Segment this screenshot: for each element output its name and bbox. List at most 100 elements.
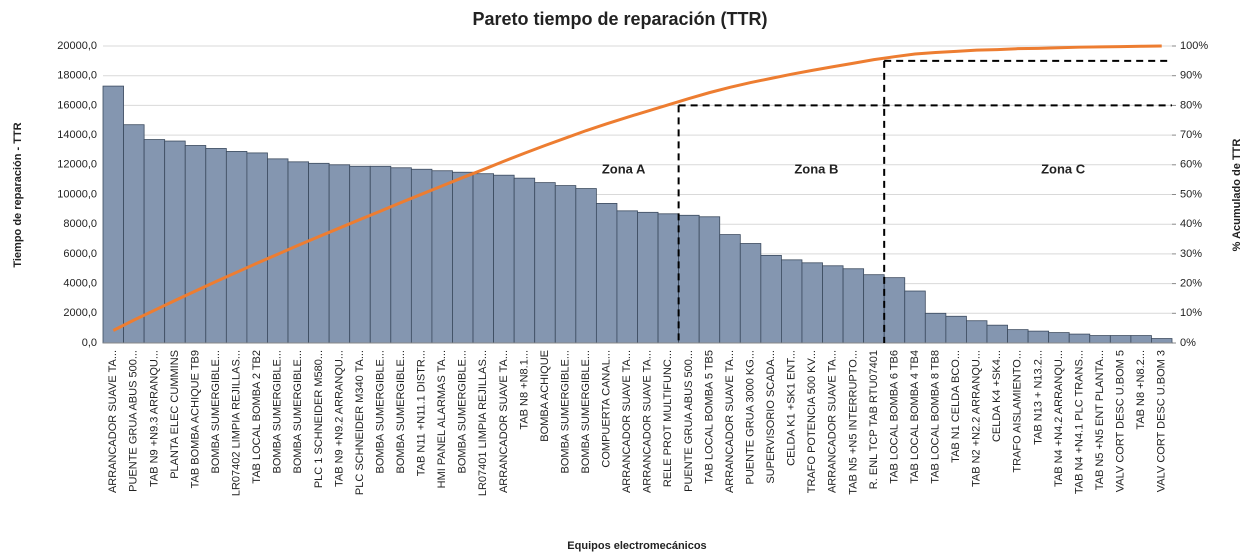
x-tick-label: TAB N5 +N5 INTERRUPTO...	[847, 350, 859, 495]
bar	[698, 216, 721, 344]
x-tick-label: TAB N4 +N4.2 ARRANQU...	[1053, 350, 1065, 487]
x-tick-label: LR07402 LIMPIA REJILLAS...	[231, 350, 243, 496]
bar	[349, 165, 371, 344]
x-tick-label: VALV CORT DESC U.BOM 3	[1156, 350, 1168, 492]
y2-tick-label: 60%	[1180, 159, 1202, 171]
y-tick-label: 8000,0	[63, 218, 97, 230]
bar	[431, 170, 453, 344]
bar	[801, 262, 823, 344]
x-tick-label: TAB LOCAL BOMBA 8 TB8	[929, 350, 941, 484]
x-tick-label: RELE PROT MULTIFUNC...	[662, 350, 674, 487]
x-tick-label: PUENTE GRUA ABUS 500...	[683, 350, 695, 492]
x-tick-label: R. ENL TCP TAB RTU07401	[868, 350, 880, 489]
x-tick-label: HMI PANEL ALARMAS TA...	[436, 350, 448, 488]
bar	[308, 162, 330, 344]
bar	[328, 164, 351, 344]
x-tick-label: ARRANCADOR SUAVE TA...	[642, 350, 654, 493]
y-tick-label: 10000,0	[57, 188, 97, 200]
bar	[493, 174, 515, 344]
bar	[883, 277, 906, 344]
x-tick-label: BOMBA ACHIQUE	[539, 350, 551, 442]
bar	[657, 213, 680, 344]
x-tick-label: SUPERVISORIO SCADA...	[765, 350, 777, 484]
bar	[472, 173, 494, 344]
x-tick-label: TAB N4 +N4.1 PLC TRANS...	[1073, 350, 1085, 494]
bar	[904, 290, 926, 344]
x-tick-label: ARRANCADOR SUAVE TA...	[724, 350, 736, 493]
bar	[760, 254, 782, 344]
x-tick-label: ARRANCADOR SUAVE TA...	[107, 350, 119, 493]
x-tick-label: LR07401 LIMPIA REJILLAS...	[477, 350, 489, 496]
zone-label: Zona C	[1041, 161, 1086, 176]
x-tick-label: TAB N8 +N8.1...	[518, 350, 530, 430]
y2-tick-label: 10%	[1180, 307, 1202, 319]
x-tick-label: TAB LOCAL BOMBA 6 TB6	[888, 350, 900, 484]
x-tick-label: PUENTE GRUA ABUS 500...	[128, 350, 140, 492]
y2-tick-label: 50%	[1180, 188, 1202, 200]
x-tick-label: TRAFO POTENCIA 500 KV...	[806, 350, 818, 493]
bar	[781, 259, 803, 344]
bar	[513, 177, 536, 344]
y2-tick-label: 100%	[1180, 40, 1208, 52]
bar	[822, 265, 844, 344]
bar	[1151, 338, 1173, 344]
y-tick-label: 12000,0	[57, 159, 97, 171]
y-axis-title: Tiempo de reparación - TTR	[12, 122, 24, 267]
x-tick-label: TAB N9 +N9.3 ARRANQU...	[148, 350, 160, 487]
x-tick-label: TAB N8 +N8.2...	[1135, 350, 1147, 430]
bar	[1109, 335, 1132, 344]
x-tick-label: TAB N13 + N13.2...	[1032, 350, 1044, 445]
x-axis-title: Equipos electromecánicos	[567, 540, 706, 552]
x-tick-label: ARRANCADOR SUAVE TA...	[827, 350, 839, 493]
bar	[1048, 332, 1070, 344]
y-tick-label: 6000,0	[63, 248, 97, 260]
y2-tick-label: 40%	[1180, 218, 1202, 230]
x-tick-label: COMPUERTA CANAL...	[601, 350, 613, 468]
bar	[184, 145, 207, 344]
x-tick-label: BOMBA SUMERGIBLE...	[559, 350, 571, 473]
x-tick-label: TAB LOCAL BOMBA 2 TB2	[251, 350, 263, 484]
bar	[1089, 335, 1111, 344]
bar	[575, 188, 597, 344]
bar	[534, 182, 556, 344]
bar	[986, 324, 1008, 344]
y2-tick-label: 20%	[1180, 278, 1202, 290]
bar	[719, 234, 741, 344]
bar	[1007, 329, 1029, 344]
x-tick-label: BOMBA SUMERGIBLE...	[457, 350, 469, 473]
y-tick-label: 20000,0	[57, 40, 97, 52]
x-tick-label: VALV CORT DESC U.BOM 5	[1115, 350, 1127, 492]
bar	[616, 210, 638, 344]
y2-axis-title: % Acumulado de TTR	[1231, 139, 1243, 252]
x-tick-label: TAB N5 +N5 ENT PLANTA...	[1094, 350, 1106, 490]
bar	[739, 243, 762, 344]
bar	[225, 151, 248, 344]
bar	[102, 85, 124, 344]
bar	[369, 165, 392, 344]
x-tick-label: TAB LOCAL BOMBA 5 TB5	[703, 350, 715, 484]
y2-tick-label: 30%	[1180, 248, 1202, 260]
bar	[637, 211, 659, 344]
x-tick-label: CELDA K4 +SK4...	[991, 350, 1003, 442]
y-tick-label: 2000,0	[63, 307, 97, 319]
x-tick-label: TAB BOMBA ACHIQUE TB9	[189, 350, 201, 488]
x-tick-label: TAB N2 +N2.2 ARRANQU...	[971, 350, 983, 487]
bar	[966, 320, 988, 344]
x-tick-label: TAB N9 +N9.2 ARRANQU...	[333, 350, 345, 487]
bar	[863, 274, 885, 344]
zone-label: Zona B	[794, 161, 838, 176]
y-tick-label: 16000,0	[57, 99, 97, 111]
y-tick-label: 4000,0	[63, 278, 97, 290]
y2-tick-label: 0%	[1180, 337, 1196, 349]
x-tick-label: CELDA K1 +SK1 ENT...	[786, 350, 798, 466]
cumulative-line	[112, 44, 1162, 332]
bar	[595, 203, 618, 344]
y2-tick-label: 80%	[1180, 99, 1202, 111]
x-tick-label: BOMBA SUMERGIBLE...	[374, 350, 386, 473]
y-tick-label: 0,0	[82, 337, 97, 349]
x-tick-label: ARRANCADOR SUAVE TA...	[498, 350, 510, 493]
x-tick-label: TAB LOCAL BOMBA 4 TB4	[909, 350, 921, 484]
y-tick-label: 18000,0	[57, 70, 97, 82]
x-tick-label: ARRANCADOR SUAVE TA...	[621, 350, 633, 493]
